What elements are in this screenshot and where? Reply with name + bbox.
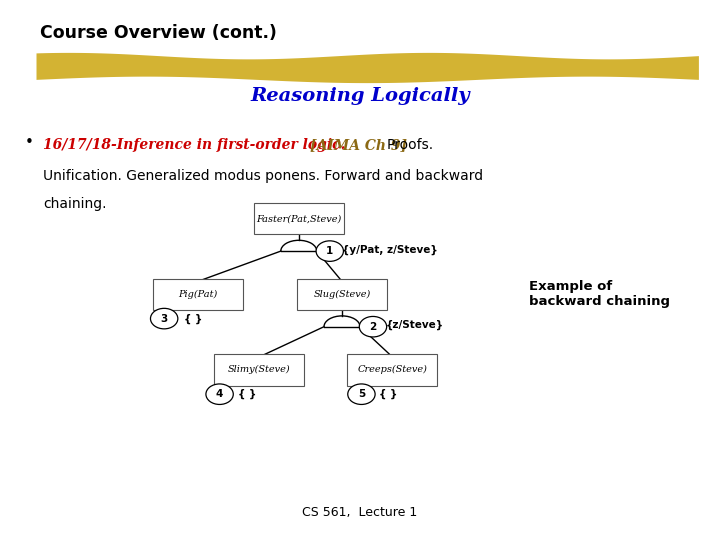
Text: 2: 2 <box>369 322 377 332</box>
Circle shape <box>206 384 233 404</box>
Circle shape <box>316 241 343 261</box>
FancyBboxPatch shape <box>253 203 344 234</box>
Text: Creeps(Steve): Creeps(Steve) <box>357 366 428 374</box>
Text: 1: 1 <box>326 246 333 256</box>
Text: Slug(Steve): Slug(Steve) <box>313 290 371 299</box>
Circle shape <box>150 308 178 329</box>
Text: [AIMA Ch 9]: [AIMA Ch 9] <box>310 138 407 152</box>
Text: Faster(Pat,Steve): Faster(Pat,Steve) <box>256 214 341 223</box>
Text: Proofs.: Proofs. <box>387 138 433 152</box>
Text: { }: { } <box>379 389 398 400</box>
Text: { }: { } <box>184 313 202 324</box>
FancyBboxPatch shape <box>215 354 304 386</box>
Text: Course Overview (cont.): Course Overview (cont.) <box>40 24 276 42</box>
FancyBboxPatch shape <box>153 279 243 310</box>
Text: 16/17/18-Inference in first-order logic.: 16/17/18-Inference in first-order logic. <box>43 138 346 152</box>
Circle shape <box>359 316 387 337</box>
Text: 5: 5 <box>358 389 365 399</box>
Text: Reasoning Logically: Reasoning Logically <box>250 87 470 105</box>
Text: {z/Steve}: {z/Steve} <box>385 320 444 330</box>
Circle shape <box>348 384 375 404</box>
Text: 3: 3 <box>161 314 168 323</box>
Text: Pig(Pat): Pig(Pat) <box>179 290 217 299</box>
FancyBboxPatch shape <box>297 279 387 310</box>
Text: Slimy(Steve): Slimy(Steve) <box>228 366 290 374</box>
Text: Example of
backward chaining: Example of backward chaining <box>529 280 670 308</box>
FancyBboxPatch shape <box>348 354 438 386</box>
Text: Unification. Generalized modus ponens. Forward and backward: Unification. Generalized modus ponens. F… <box>43 169 483 183</box>
Text: •: • <box>25 135 34 150</box>
Text: {y/Pat, z/Steve}: {y/Pat, z/Steve} <box>342 244 438 255</box>
Text: chaining.: chaining. <box>43 197 107 211</box>
Text: CS 561,  Lecture 1: CS 561, Lecture 1 <box>302 507 418 519</box>
Text: { }: { } <box>238 389 256 400</box>
Text: 4: 4 <box>216 389 223 399</box>
